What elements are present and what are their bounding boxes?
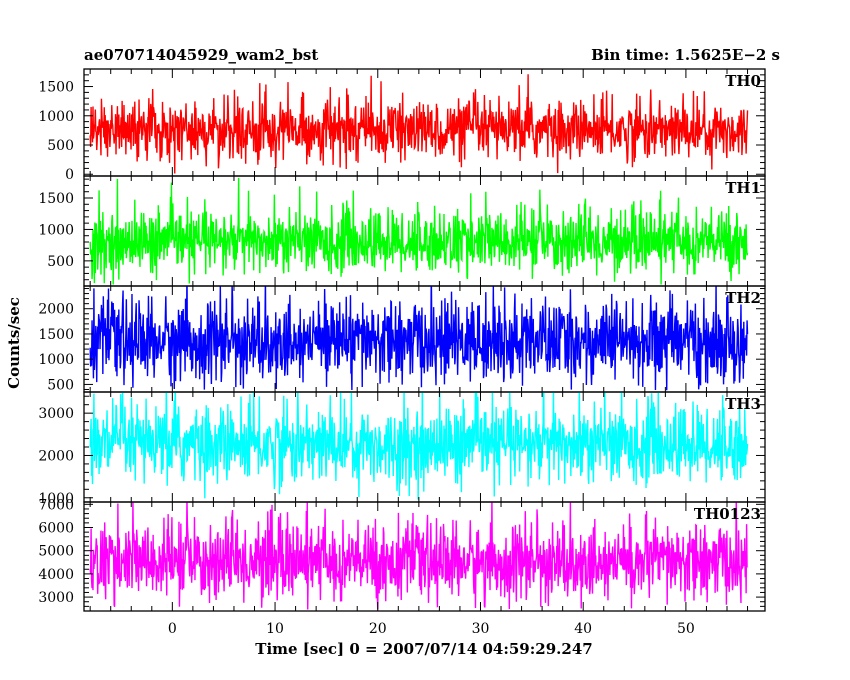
y-tick-label: 3000 [38, 590, 74, 606]
y-axis-label: Counts/sec [5, 297, 23, 389]
x-tick-label: 50 [677, 621, 695, 637]
y-tick-label: 1000 [38, 491, 74, 507]
y-tick-label: 6000 [38, 521, 74, 537]
y-tick-label: 2000 [38, 302, 74, 318]
panel-th0123: TH0123 3000 4000 5000 6000 7000 [38, 497, 766, 612]
y-tick-label: 0 [65, 167, 74, 183]
y-tick-label: 3000 [38, 406, 74, 422]
x-tick-label: 30 [472, 621, 490, 637]
series-th0 [89, 74, 749, 174]
y-tick-label: 1000 [38, 222, 74, 238]
panel-th2: TH2 500 1000 1500 2000 [38, 285, 766, 393]
panel-th1: TH1 500 1000 1500 [38, 175, 766, 287]
y-tick-label: 1500 [38, 80, 74, 96]
y-tick-label: 1500 [38, 327, 74, 343]
series-th2 [89, 286, 749, 391]
panel-frame [83, 501, 766, 612]
panel-label: TH0 [725, 72, 761, 90]
y-tick-label: 1000 [38, 109, 74, 125]
panel-th3: TH3 1000 2000 3000 [38, 391, 766, 507]
panel-label: TH0123 [694, 505, 761, 523]
panel-label: TH3 [725, 395, 761, 413]
panel-th0: TH0 0 500 1000 1500 [38, 68, 766, 183]
x-tick-label: 40 [574, 621, 592, 637]
y-tick-label: 500 [47, 377, 74, 393]
y-tick-label: 1000 [38, 352, 74, 368]
x-axis-label: Time [sec] 0 = 2007/07/14 04:59:29.247 [255, 640, 592, 658]
y-tick-label: 5000 [38, 544, 74, 560]
series-th3 [89, 392, 749, 500]
chart-title-right: Bin time: 1.5625E−2 s [591, 46, 780, 64]
panel-label: TH2 [725, 289, 761, 307]
panels-group: TH0050010001500TH150010001500TH250010001… [38, 68, 766, 637]
y-tick-label: 4000 [38, 567, 74, 583]
x-tick-label: 20 [369, 621, 387, 637]
series-th0123 [89, 502, 748, 610]
panel-label: TH1 [725, 179, 761, 197]
chart-title-left: ae070714045929_wam2_bst [84, 46, 318, 64]
y-tick-label: 7000 [38, 497, 74, 513]
y-tick-label: 2000 [38, 448, 74, 464]
y-tick-label: 1500 [38, 191, 74, 207]
series-th1 [89, 177, 749, 285]
y-tick-label: 500 [47, 138, 74, 154]
x-tick-label: 10 [266, 621, 284, 637]
y-tick-label: 500 [47, 254, 74, 270]
x-tick-label: 0 [168, 621, 177, 637]
